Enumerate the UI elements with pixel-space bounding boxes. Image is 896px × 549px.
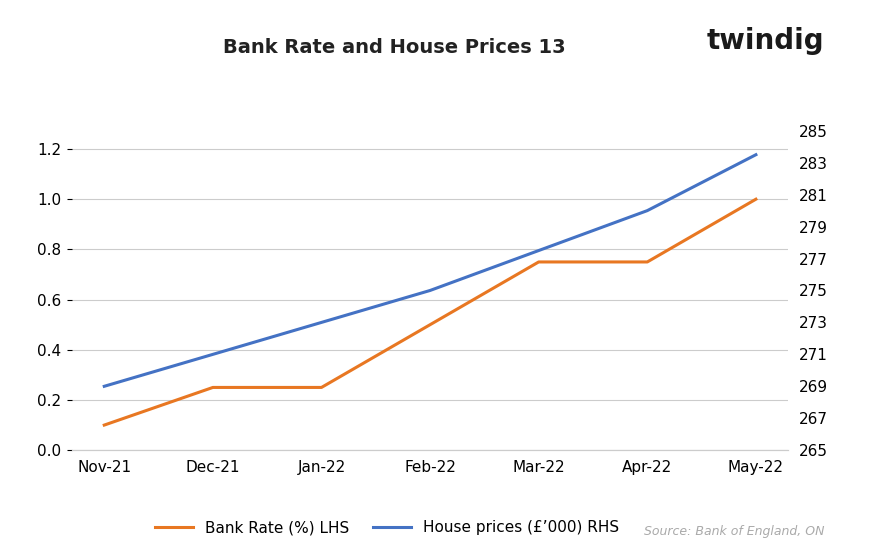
Legend: Bank Rate (%) LHS, House prices (£’000) RHS: Bank Rate (%) LHS, House prices (£’000) … [149,514,625,541]
Text: Source: Bank of England, ON: Source: Bank of England, ON [644,525,824,538]
Text: twindig: twindig [707,27,824,55]
Text: Bank Rate and House Prices 13: Bank Rate and House Prices 13 [223,38,565,58]
